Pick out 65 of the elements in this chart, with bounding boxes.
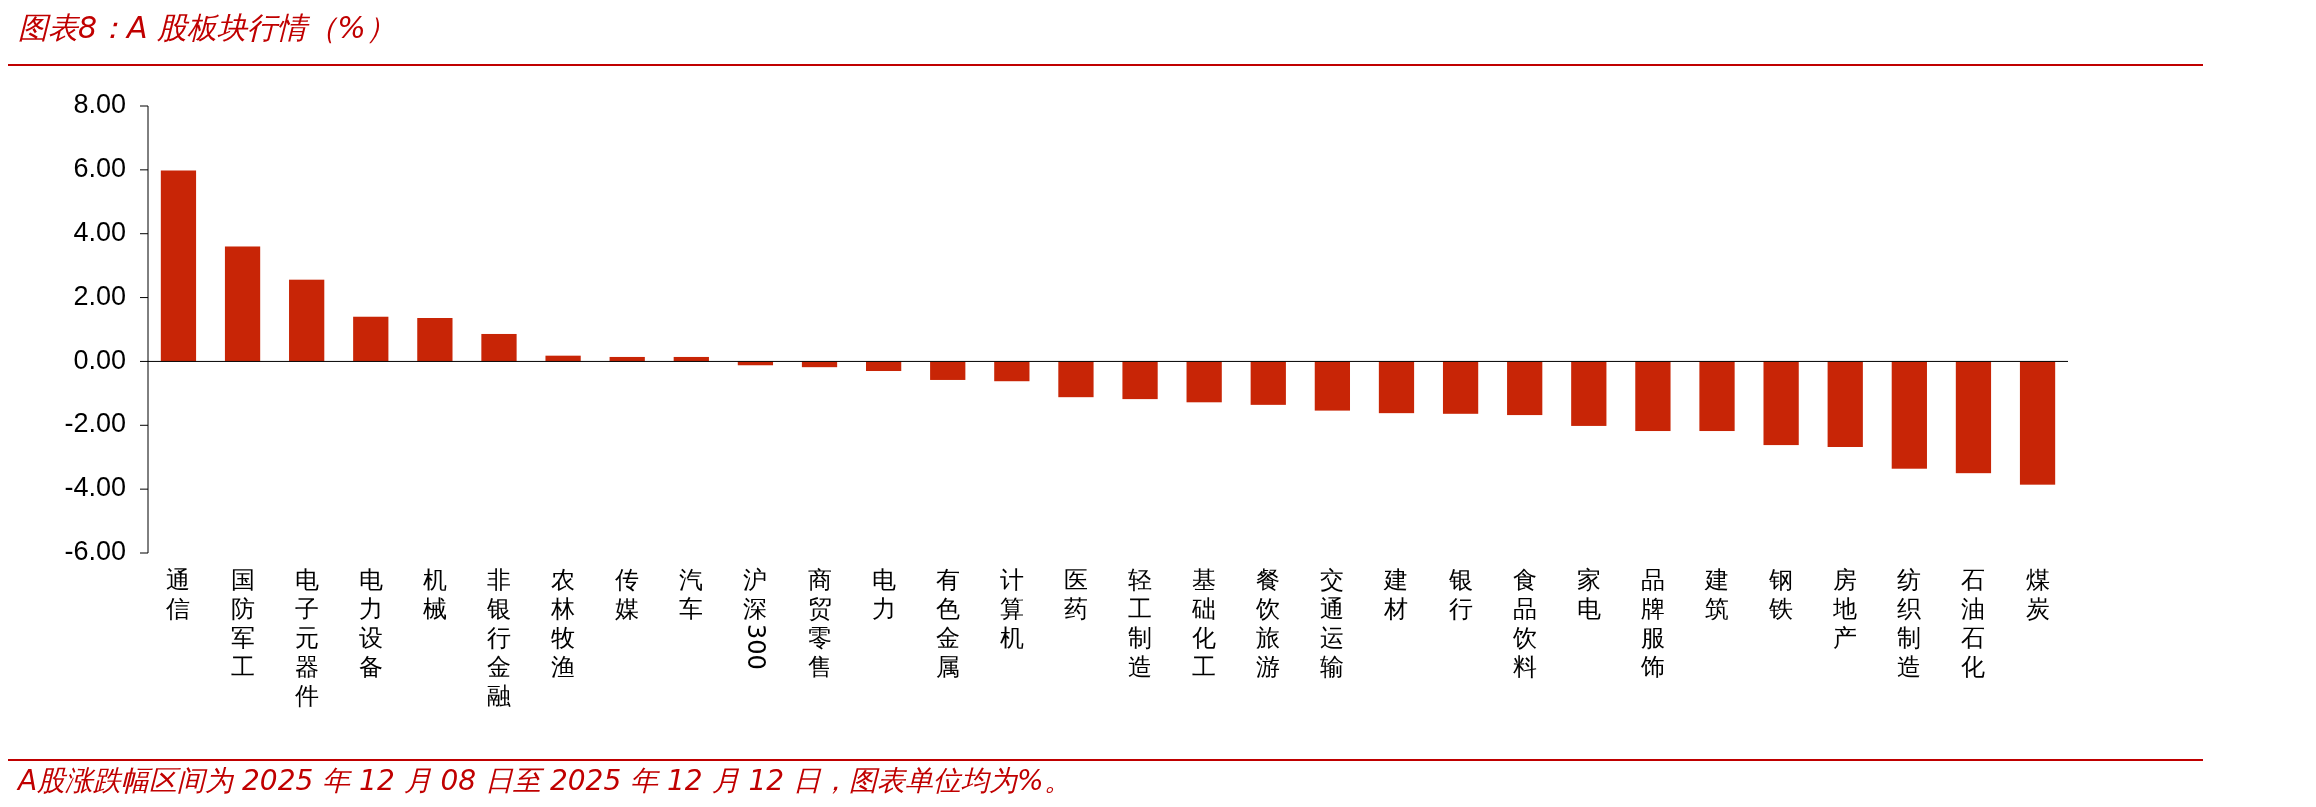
x-tick-label: 银行 xyxy=(1447,566,1473,623)
x-tick-label: 家电 xyxy=(1576,566,1601,623)
x-tick-label: 有色金属 xyxy=(935,566,960,681)
x-tick-label: 建筑 xyxy=(1704,566,1730,623)
bar xyxy=(1186,361,1222,403)
y-tick-label: 4.00 xyxy=(73,216,126,247)
bar xyxy=(994,361,1030,382)
x-tick-label: 基础化工 xyxy=(1191,566,1217,681)
bar xyxy=(1122,361,1158,400)
y-tick-label: 2.00 xyxy=(73,280,126,311)
bar xyxy=(1507,361,1543,416)
x-tick-label: 商贸零售 xyxy=(807,566,832,681)
bar xyxy=(160,170,197,362)
bar xyxy=(1827,361,1863,447)
bar xyxy=(481,333,517,362)
bar xyxy=(2019,361,2056,485)
x-tick-label: 电子元器件 xyxy=(294,566,319,710)
x-tick-label: 建材 xyxy=(1383,566,1409,623)
x-tick-label: 房地产 xyxy=(1832,566,1858,652)
x-tick-label: 餐饮旅游 xyxy=(1255,566,1281,681)
x-tick-label: 钢铁 xyxy=(1768,566,1794,623)
bar xyxy=(353,316,389,362)
bar xyxy=(866,361,902,372)
x-tick-label: 国防军工 xyxy=(230,566,255,681)
bar xyxy=(224,246,261,362)
x-tick-label: 煤炭 xyxy=(2025,566,2050,623)
x-tick-label: 农林牧渔 xyxy=(550,566,576,681)
y-tick-label: 6.00 xyxy=(73,152,126,183)
x-tick-label: 计算机 xyxy=(999,566,1024,652)
bar xyxy=(1378,361,1415,414)
bar xyxy=(930,361,966,380)
x-tick-label: 电力 xyxy=(871,566,896,623)
bar xyxy=(1571,361,1607,426)
bar xyxy=(417,318,453,362)
x-tick-label: 食品饮料 xyxy=(1511,566,1537,681)
x-tick-label: 石油石化 xyxy=(1961,566,1986,681)
y-tick-label: 8.00 xyxy=(73,89,126,120)
x-tick-label: 轻工制造 xyxy=(1128,566,1153,681)
bar xyxy=(1955,361,1992,474)
x-tick-label: 非银行金融 xyxy=(485,566,511,710)
x-tick-label: 通信 xyxy=(166,566,191,623)
x-tick-label: 传媒 xyxy=(615,566,640,623)
bar xyxy=(1891,361,1927,469)
y-tick-label: -2.00 xyxy=(64,408,126,439)
bar xyxy=(1699,361,1735,432)
x-tick-label: 品牌服饰 xyxy=(1639,566,1665,681)
bar xyxy=(1250,361,1286,405)
bar xyxy=(1314,361,1350,411)
x-tick-label: 汽车 xyxy=(679,566,704,623)
chart-title: 图表8：A 股板块行情（%） xyxy=(18,10,396,45)
bar xyxy=(1442,361,1479,414)
x-tick-label: 机械 xyxy=(422,566,447,623)
y-tick-label: -4.00 xyxy=(64,472,126,503)
x-tick-label: 医药 xyxy=(1063,566,1088,623)
x-tick-label: 交通运输 xyxy=(1320,566,1345,681)
y-tick-label: 0.00 xyxy=(73,344,126,375)
x-tick-label: 电力设备 xyxy=(358,566,383,681)
x-tick-label: 沪深300 xyxy=(742,566,771,670)
bar xyxy=(289,279,325,362)
x-tick-label: 纺织制造 xyxy=(1897,566,1922,681)
bar xyxy=(1763,361,1799,446)
bar xyxy=(1635,361,1671,432)
text: A股涨跌幅区间为 2025 年 12 月 08 日至 2025 年 12 月 12 日，图表单位均为%。 xyxy=(16,764,1072,797)
bar xyxy=(1058,361,1094,398)
y-tick-label: -6.00 xyxy=(64,536,126,567)
